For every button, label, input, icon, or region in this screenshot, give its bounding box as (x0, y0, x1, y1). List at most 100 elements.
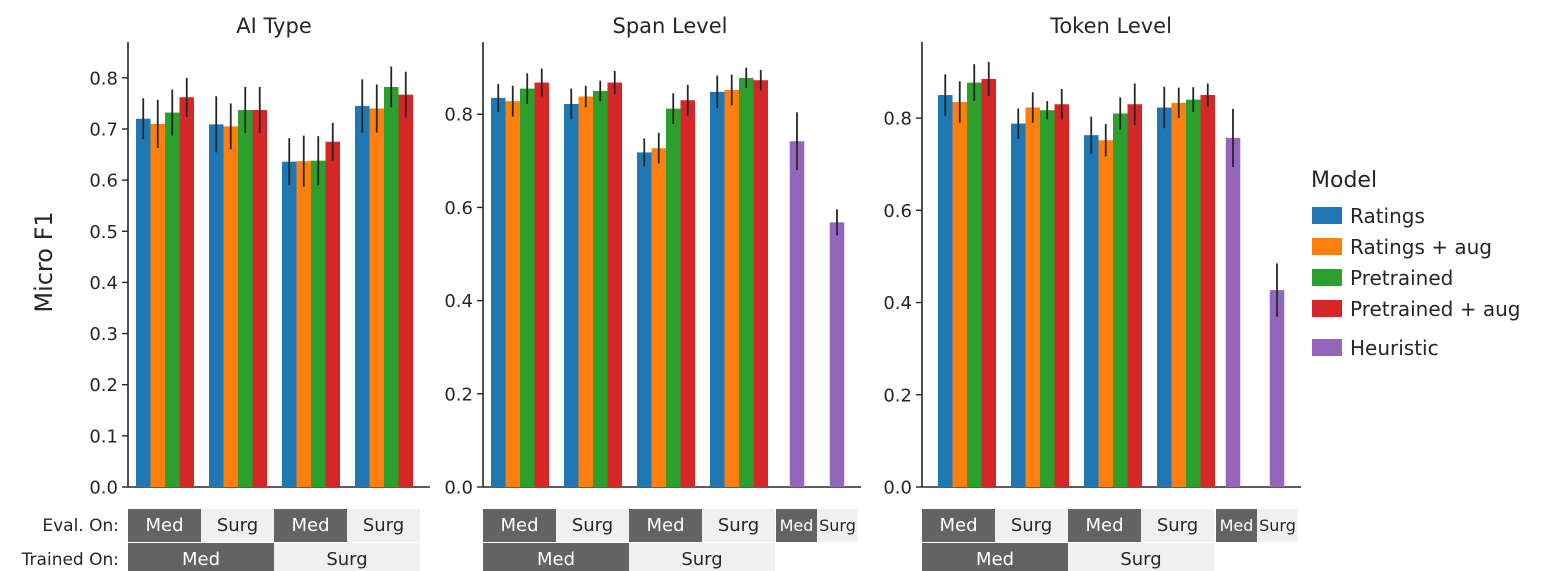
trained-cell-label: Med (537, 549, 575, 570)
bar (311, 160, 326, 487)
legend-title: Model (1311, 168, 1377, 193)
trained-cell-label: Med (976, 549, 1014, 570)
y-tick-label: 0.6 (883, 201, 912, 222)
bar (1040, 110, 1055, 487)
legend-swatch (1312, 300, 1342, 317)
trained-cell-label: Med (182, 549, 220, 570)
bar (369, 108, 384, 487)
eval-cell-label: Surg (363, 515, 404, 536)
legend-swatch (1312, 269, 1342, 286)
bar (637, 152, 652, 487)
eval-cell (274, 509, 347, 542)
eval-cell (995, 509, 1068, 542)
bar (534, 82, 549, 487)
bar (967, 82, 982, 487)
y-tick-label: 0.4 (883, 293, 912, 314)
bar (753, 80, 768, 488)
bar (238, 110, 253, 487)
eval-cell (922, 509, 995, 542)
bar (1171, 102, 1186, 487)
y-tick-label: 0.2 (883, 385, 912, 406)
eval-cell (128, 509, 201, 542)
y-tick-label: 0.2 (89, 375, 118, 396)
y-tick-label: 0.8 (89, 68, 118, 89)
panel-span-level: Span Level 0.0 0.2 0.4 0.6 0.8 Med Surg Med Surg M… (444, 14, 861, 571)
bar (165, 112, 180, 487)
eval-cell-label: Med (1085, 515, 1123, 536)
y-tick-label: 0.4 (89, 273, 118, 294)
eval-cell-label: Surg (718, 515, 759, 536)
bar (223, 126, 238, 488)
trained-cell-label: Surg (326, 549, 367, 570)
bar-heuristic (829, 222, 845, 488)
bar (252, 110, 267, 487)
trained-cell (629, 543, 775, 571)
eval-cell-label: Med (145, 515, 183, 536)
eval-cell-heuristic (1216, 509, 1257, 542)
eval-cell-label: Med (500, 515, 538, 536)
panel-token-level: Token Level 0.0 0.2 0.4 0.6 0.8 Med Surg Med Surg… (883, 14, 1301, 571)
bar (136, 118, 151, 488)
bar (1098, 140, 1113, 488)
bar-heuristic (789, 141, 805, 487)
bar (1186, 99, 1201, 487)
bar (1025, 107, 1040, 487)
bar (952, 101, 967, 488)
y-tick-label: 0.8 (444, 105, 473, 126)
eval-cell-label: Med (291, 515, 329, 536)
y-tick-label: 0.3 (89, 324, 118, 345)
bar (680, 100, 695, 488)
bar (938, 95, 953, 487)
bar (355, 105, 370, 488)
eval-cell-label: Surg (217, 515, 258, 536)
eval-cell (629, 509, 702, 542)
bar (1200, 95, 1215, 487)
legend-label: Heuristic (1350, 336, 1439, 360)
bar (564, 103, 579, 488)
eval-cell-label: Surg (1011, 515, 1052, 536)
y-tick-label: 0.1 (89, 426, 118, 447)
bar (282, 161, 297, 488)
bar (981, 78, 996, 488)
bar (520, 88, 535, 487)
y-tick-label: 0.0 (444, 478, 473, 499)
y-tick-label: 0.0 (89, 478, 118, 499)
eval-cell (1141, 509, 1214, 542)
bar (710, 91, 725, 487)
legend-label: Ratings + aug (1350, 235, 1492, 259)
eval-cell-label: Surg (819, 516, 856, 535)
eval-cell (556, 509, 629, 542)
bar (384, 87, 399, 487)
bar (739, 77, 754, 487)
trained-cell-label: Surg (681, 549, 722, 570)
eval-cell-heuristic (1257, 509, 1298, 542)
bar (505, 101, 520, 487)
eval-cell-heuristic (817, 509, 858, 542)
y-tick-label: 0.4 (444, 291, 473, 312)
panel-title: Span Level (613, 14, 728, 38)
y-tick-label: 0.6 (444, 198, 473, 219)
y-tick-label: 0.8 (883, 109, 912, 130)
eval-cell (347, 509, 420, 542)
bar (325, 141, 340, 487)
bar (150, 123, 165, 487)
bar (651, 148, 666, 487)
y-axis-label: Micro F1 (30, 211, 58, 312)
legend-swatch (1312, 339, 1342, 356)
eval-cell (483, 509, 556, 542)
y-tick-label: 0.7 (89, 119, 118, 140)
panel-title: AI Type (236, 14, 311, 38)
trained-cell (128, 543, 274, 571)
legend-swatch (1312, 238, 1342, 255)
bar (1127, 104, 1142, 488)
eval-cell-label: Med (939, 515, 977, 536)
bar (1054, 104, 1069, 488)
eval-cell (201, 509, 274, 542)
trained-on-row-label: Trained On: (21, 550, 119, 570)
eval-cell-label: Med (780, 516, 814, 535)
bar (1157, 107, 1172, 487)
bar (1084, 135, 1099, 487)
y-tick-label: 0.6 (89, 171, 118, 192)
bar (593, 90, 608, 488)
